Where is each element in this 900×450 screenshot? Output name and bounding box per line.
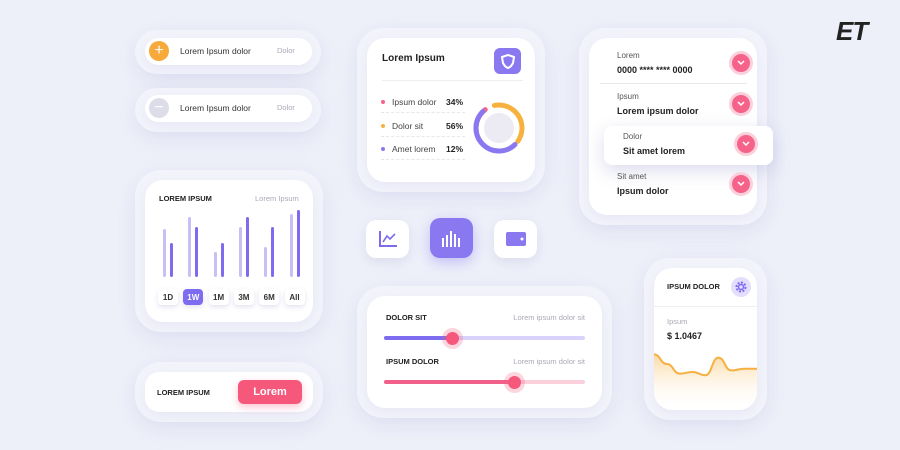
- area-fill: [654, 354, 757, 410]
- slider-knob[interactable]: [508, 375, 522, 389]
- bar-chart: [145, 210, 313, 277]
- slider-fill: [384, 336, 453, 340]
- legend-label: Dolor sit: [392, 120, 424, 131]
- legend-label: Ipsum dolor: [392, 97, 437, 107]
- area-chart: [654, 353, 757, 410]
- accordion-value: Ipsum dolor: [617, 186, 669, 196]
- minus-icon[interactable]: −: [149, 98, 169, 118]
- slider-hint: Lorem ipsum dolor sit: [513, 313, 585, 322]
- logo: ET: [836, 16, 868, 46]
- bar: [220, 243, 224, 277]
- accordion-value: Lorem ipsum dolor: [617, 106, 699, 116]
- chevron-down-icon[interactable]: [732, 175, 750, 193]
- accordion-value: 0000 **** **** 0000: [617, 65, 693, 75]
- legend-value: 56%: [446, 120, 464, 131]
- bar: [264, 247, 268, 277]
- bar: [289, 214, 293, 277]
- bar: [163, 229, 166, 277]
- slider-label: IPSUM DOLOR: [386, 357, 439, 366]
- bar: [238, 227, 242, 277]
- range-1m[interactable]: 1M: [208, 289, 229, 305]
- range-1d[interactable]: 1D: [158, 289, 178, 305]
- list-pill[interactable]: − Lorem Ipsum dolor Dolor: [145, 95, 312, 122]
- donut-card: Lorem Ipsum Ipsum dolor 34% Dolor sit 56% Am…: [367, 38, 535, 182]
- pill-label: Lorem Ipsum dolor: [180, 46, 251, 56]
- slider-track[interactable]: [384, 336, 585, 340]
- legend-label: Amet lorem: [392, 144, 436, 154]
- bar-chart-icon: [441, 231, 460, 247]
- accordion-value: Sit amet lorem: [623, 146, 686, 156]
- pill-value: Dolor: [277, 46, 295, 55]
- chevron-down-icon[interactable]: [737, 135, 755, 153]
- bar: [213, 252, 217, 277]
- lorem-button[interactable]: Lorem: [238, 380, 302, 404]
- shield-icon[interactable]: [494, 48, 521, 74]
- price-card: IPSUM DOLOR Ipsum $ 1.0467: [654, 268, 757, 410]
- accordion-label: Ipsum: [617, 92, 639, 101]
- chevron-down-icon[interactable]: [732, 95, 750, 113]
- range-6m[interactable]: 6M: [259, 289, 280, 305]
- pill-label: Lorem Ipsum dolor: [180, 103, 251, 113]
- slider-hint: Lorem ipsum dolor sit: [513, 357, 585, 366]
- wallet-icon: [505, 232, 526, 246]
- slider-fill: [384, 380, 515, 384]
- card-title: IPSUM DOLOR: [667, 282, 720, 291]
- price-value: $ 1.0467: [667, 331, 703, 341]
- legend-value: 12%: [446, 144, 464, 154]
- bar: [195, 227, 199, 277]
- accordion-label: Lorem: [617, 51, 640, 60]
- bar-chart-card: LOREM IPSUM Lorem Ipsum 1D 1W 1M 3M 6M All: [145, 180, 313, 322]
- card-title: Lorem Ipsum: [382, 53, 445, 64]
- price-label: Ipsum: [667, 317, 688, 326]
- range-3m[interactable]: 3M: [233, 289, 254, 305]
- slider-card: DOLOR SIT Lorem ipsum dolor sit IPSUM DOLO…: [367, 296, 602, 408]
- pill-value: Dolor: [277, 103, 295, 112]
- range-all[interactable]: All: [284, 289, 305, 305]
- legend-dot: [381, 147, 385, 151]
- bar: [296, 210, 300, 277]
- bar: [188, 217, 192, 277]
- wallet-button[interactable]: [494, 220, 537, 258]
- range-1w[interactable]: 1W: [183, 289, 204, 305]
- legend-dot: [381, 123, 385, 128]
- bar-chart-button[interactable]: [430, 218, 473, 258]
- cta-card: LOREM IPSUM Lorem: [145, 372, 313, 412]
- bar: [245, 217, 249, 277]
- slider-label: DOLOR SIT: [386, 313, 427, 322]
- donut-segment: [473, 108, 518, 154]
- legend-dot: [381, 100, 385, 104]
- area-line: [654, 353, 757, 377]
- donut-segment: [491, 102, 525, 144]
- chevron-down-icon[interactable]: [732, 54, 750, 72]
- bar: [271, 227, 275, 277]
- accordion-label: Dolor: [623, 132, 643, 141]
- slider-knob[interactable]: [445, 331, 459, 345]
- legend-value: 34%: [446, 97, 464, 107]
- list-pill[interactable]: + Lorem Ipsum dolor Dolor: [145, 38, 312, 65]
- accordion-label: Sit amet: [617, 172, 647, 181]
- line-chart-icon: [378, 231, 397, 247]
- cta-label: LOREM IPSUM: [157, 388, 210, 397]
- plus-icon[interactable]: +: [149, 41, 169, 61]
- card-subtitle: Lorem Ipsum: [255, 194, 299, 203]
- donut-chart: [473, 102, 525, 154]
- gear-icon[interactable]: [731, 277, 751, 297]
- card-title: LOREM IPSUM: [159, 194, 212, 203]
- bar: [170, 243, 173, 277]
- line-chart-button[interactable]: [366, 220, 409, 258]
